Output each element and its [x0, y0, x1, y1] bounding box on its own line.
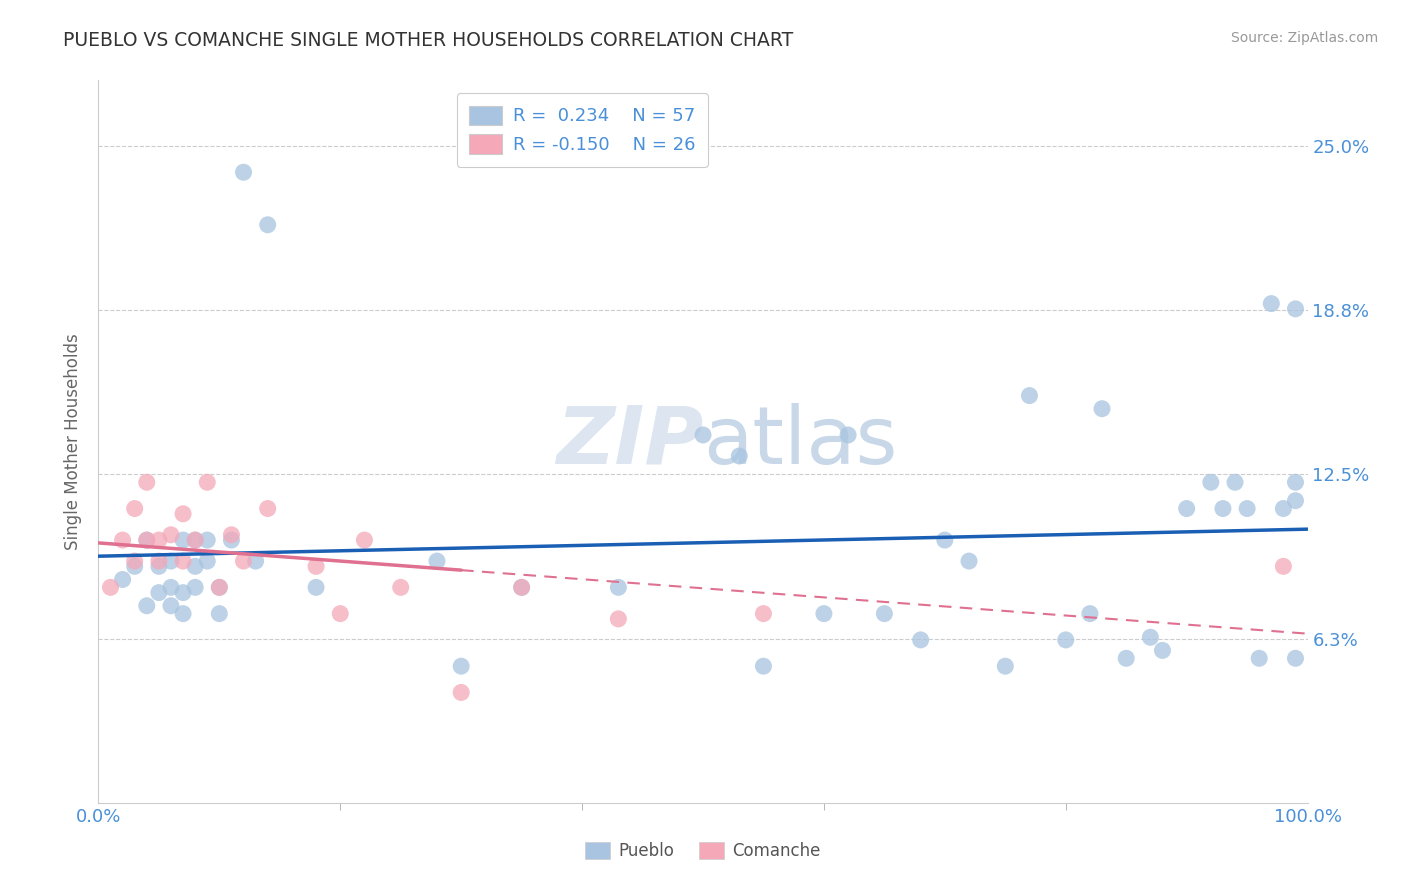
Point: [607, 612, 630, 626]
Point: [1091, 401, 1114, 416]
Point: [510, 580, 533, 594]
Text: Source: ZipAtlas.com: Source: ZipAtlas.com: [1230, 31, 1378, 45]
Y-axis label: Single Mother Households: Single Mother Households: [65, 334, 83, 549]
Point: [813, 607, 835, 621]
Text: PUEBLO VS COMANCHE SINGLE MOTHER HOUSEHOLDS CORRELATION CHART: PUEBLO VS COMANCHE SINGLE MOTHER HOUSEHO…: [63, 31, 793, 50]
Point: [172, 507, 194, 521]
Point: [184, 533, 207, 547]
Point: [1115, 651, 1137, 665]
Point: [1175, 501, 1198, 516]
Point: [910, 632, 932, 647]
Point: [873, 607, 896, 621]
Point: [389, 580, 412, 594]
Point: [1223, 475, 1246, 490]
Text: ZIP: ZIP: [555, 402, 703, 481]
Point: [172, 585, 194, 599]
Point: [1212, 501, 1234, 516]
Point: [245, 554, 267, 568]
Point: [1152, 643, 1174, 657]
Point: [195, 533, 218, 547]
Point: [221, 533, 243, 547]
Point: [160, 554, 183, 568]
Point: [305, 559, 328, 574]
Point: [256, 218, 278, 232]
Point: [607, 580, 630, 594]
Point: [994, 659, 1017, 673]
Point: [934, 533, 956, 547]
Point: [148, 554, 170, 568]
Point: [728, 449, 751, 463]
Point: [450, 685, 472, 699]
Point: [329, 607, 352, 621]
Point: [1284, 493, 1306, 508]
Point: [184, 580, 207, 594]
Point: [305, 580, 328, 594]
Point: [208, 607, 231, 621]
Point: [208, 580, 231, 594]
Point: [426, 554, 449, 568]
Point: [135, 599, 157, 613]
Point: [172, 607, 194, 621]
Point: [124, 501, 146, 516]
Point: [195, 475, 218, 490]
Point: [752, 659, 775, 673]
Point: [135, 475, 157, 490]
Point: [1018, 388, 1040, 402]
Point: [208, 580, 231, 594]
Point: [148, 533, 170, 547]
Point: [100, 580, 122, 594]
Point: [1054, 632, 1077, 647]
Point: [172, 533, 194, 547]
Point: [195, 554, 218, 568]
Point: [1272, 501, 1295, 516]
Point: [450, 659, 472, 673]
Point: [172, 554, 194, 568]
Point: [1260, 296, 1282, 310]
Point: [111, 533, 134, 547]
Point: [510, 580, 533, 594]
Point: [1284, 651, 1306, 665]
Point: [1284, 475, 1306, 490]
Point: [184, 533, 207, 547]
Point: [752, 607, 775, 621]
Legend: Pueblo, Comanche: Pueblo, Comanche: [578, 835, 828, 867]
Point: [160, 599, 183, 613]
Point: [160, 528, 183, 542]
Point: [1249, 651, 1271, 665]
Point: [124, 559, 146, 574]
Point: [1139, 630, 1161, 644]
Point: [957, 554, 980, 568]
Point: [160, 580, 183, 594]
Point: [1272, 559, 1295, 574]
Point: [232, 165, 254, 179]
Point: [221, 528, 243, 542]
Point: [135, 533, 157, 547]
Point: [1199, 475, 1222, 490]
Point: [148, 585, 170, 599]
Point: [692, 428, 714, 442]
Point: [232, 554, 254, 568]
Point: [184, 559, 207, 574]
Text: atlas: atlas: [703, 402, 897, 481]
Point: [135, 533, 157, 547]
Point: [124, 554, 146, 568]
Point: [148, 559, 170, 574]
Point: [256, 501, 278, 516]
Point: [1078, 607, 1101, 621]
Point: [1236, 501, 1258, 516]
Point: [353, 533, 375, 547]
Point: [1284, 301, 1306, 316]
Point: [837, 428, 859, 442]
Point: [111, 573, 134, 587]
